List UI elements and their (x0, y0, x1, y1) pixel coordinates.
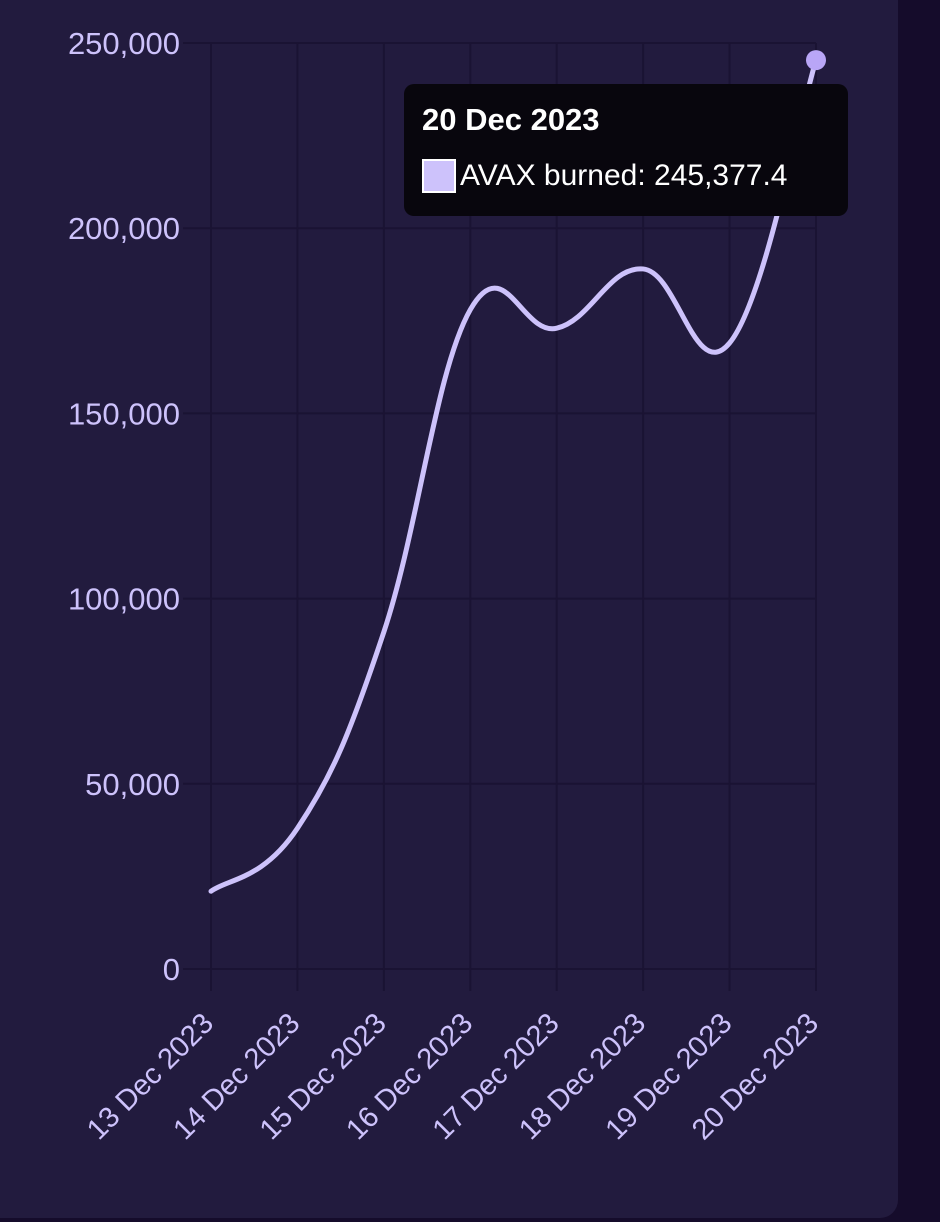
y-tick-label: 150,000 (68, 396, 180, 431)
tooltip-title: 20 Dec 2023 (422, 102, 600, 137)
chart-card: 0 50,000 100,000 150,000 200,000 250,000 13 De… (0, 0, 898, 1218)
data-point (727, 340, 733, 346)
data-point (467, 307, 473, 313)
y-tick-label: 200,000 (68, 211, 180, 246)
tooltip-series-label: AVAX burned: (460, 159, 655, 192)
data-point (294, 825, 300, 831)
data-point (208, 888, 214, 894)
tooltip-series-swatch (422, 159, 456, 193)
tooltip-value: 245,377.4 (654, 159, 788, 192)
tooltip-row: AVAX burned: 245,377.4 (422, 158, 830, 194)
data-point (381, 629, 387, 635)
chart-tooltip: 20 Dec 2023 AVAX burned: 245,377.4 (404, 84, 848, 216)
y-tick-label: 0 (163, 952, 180, 987)
y-tick-label: 50,000 (85, 767, 180, 802)
y-tick-label: 100,000 (68, 582, 180, 617)
highlighted-data-point (806, 50, 826, 71)
data-point (554, 325, 560, 331)
series-line (208, 57, 819, 894)
y-tick-label: 250,000 (68, 26, 180, 61)
data-point (640, 266, 646, 272)
